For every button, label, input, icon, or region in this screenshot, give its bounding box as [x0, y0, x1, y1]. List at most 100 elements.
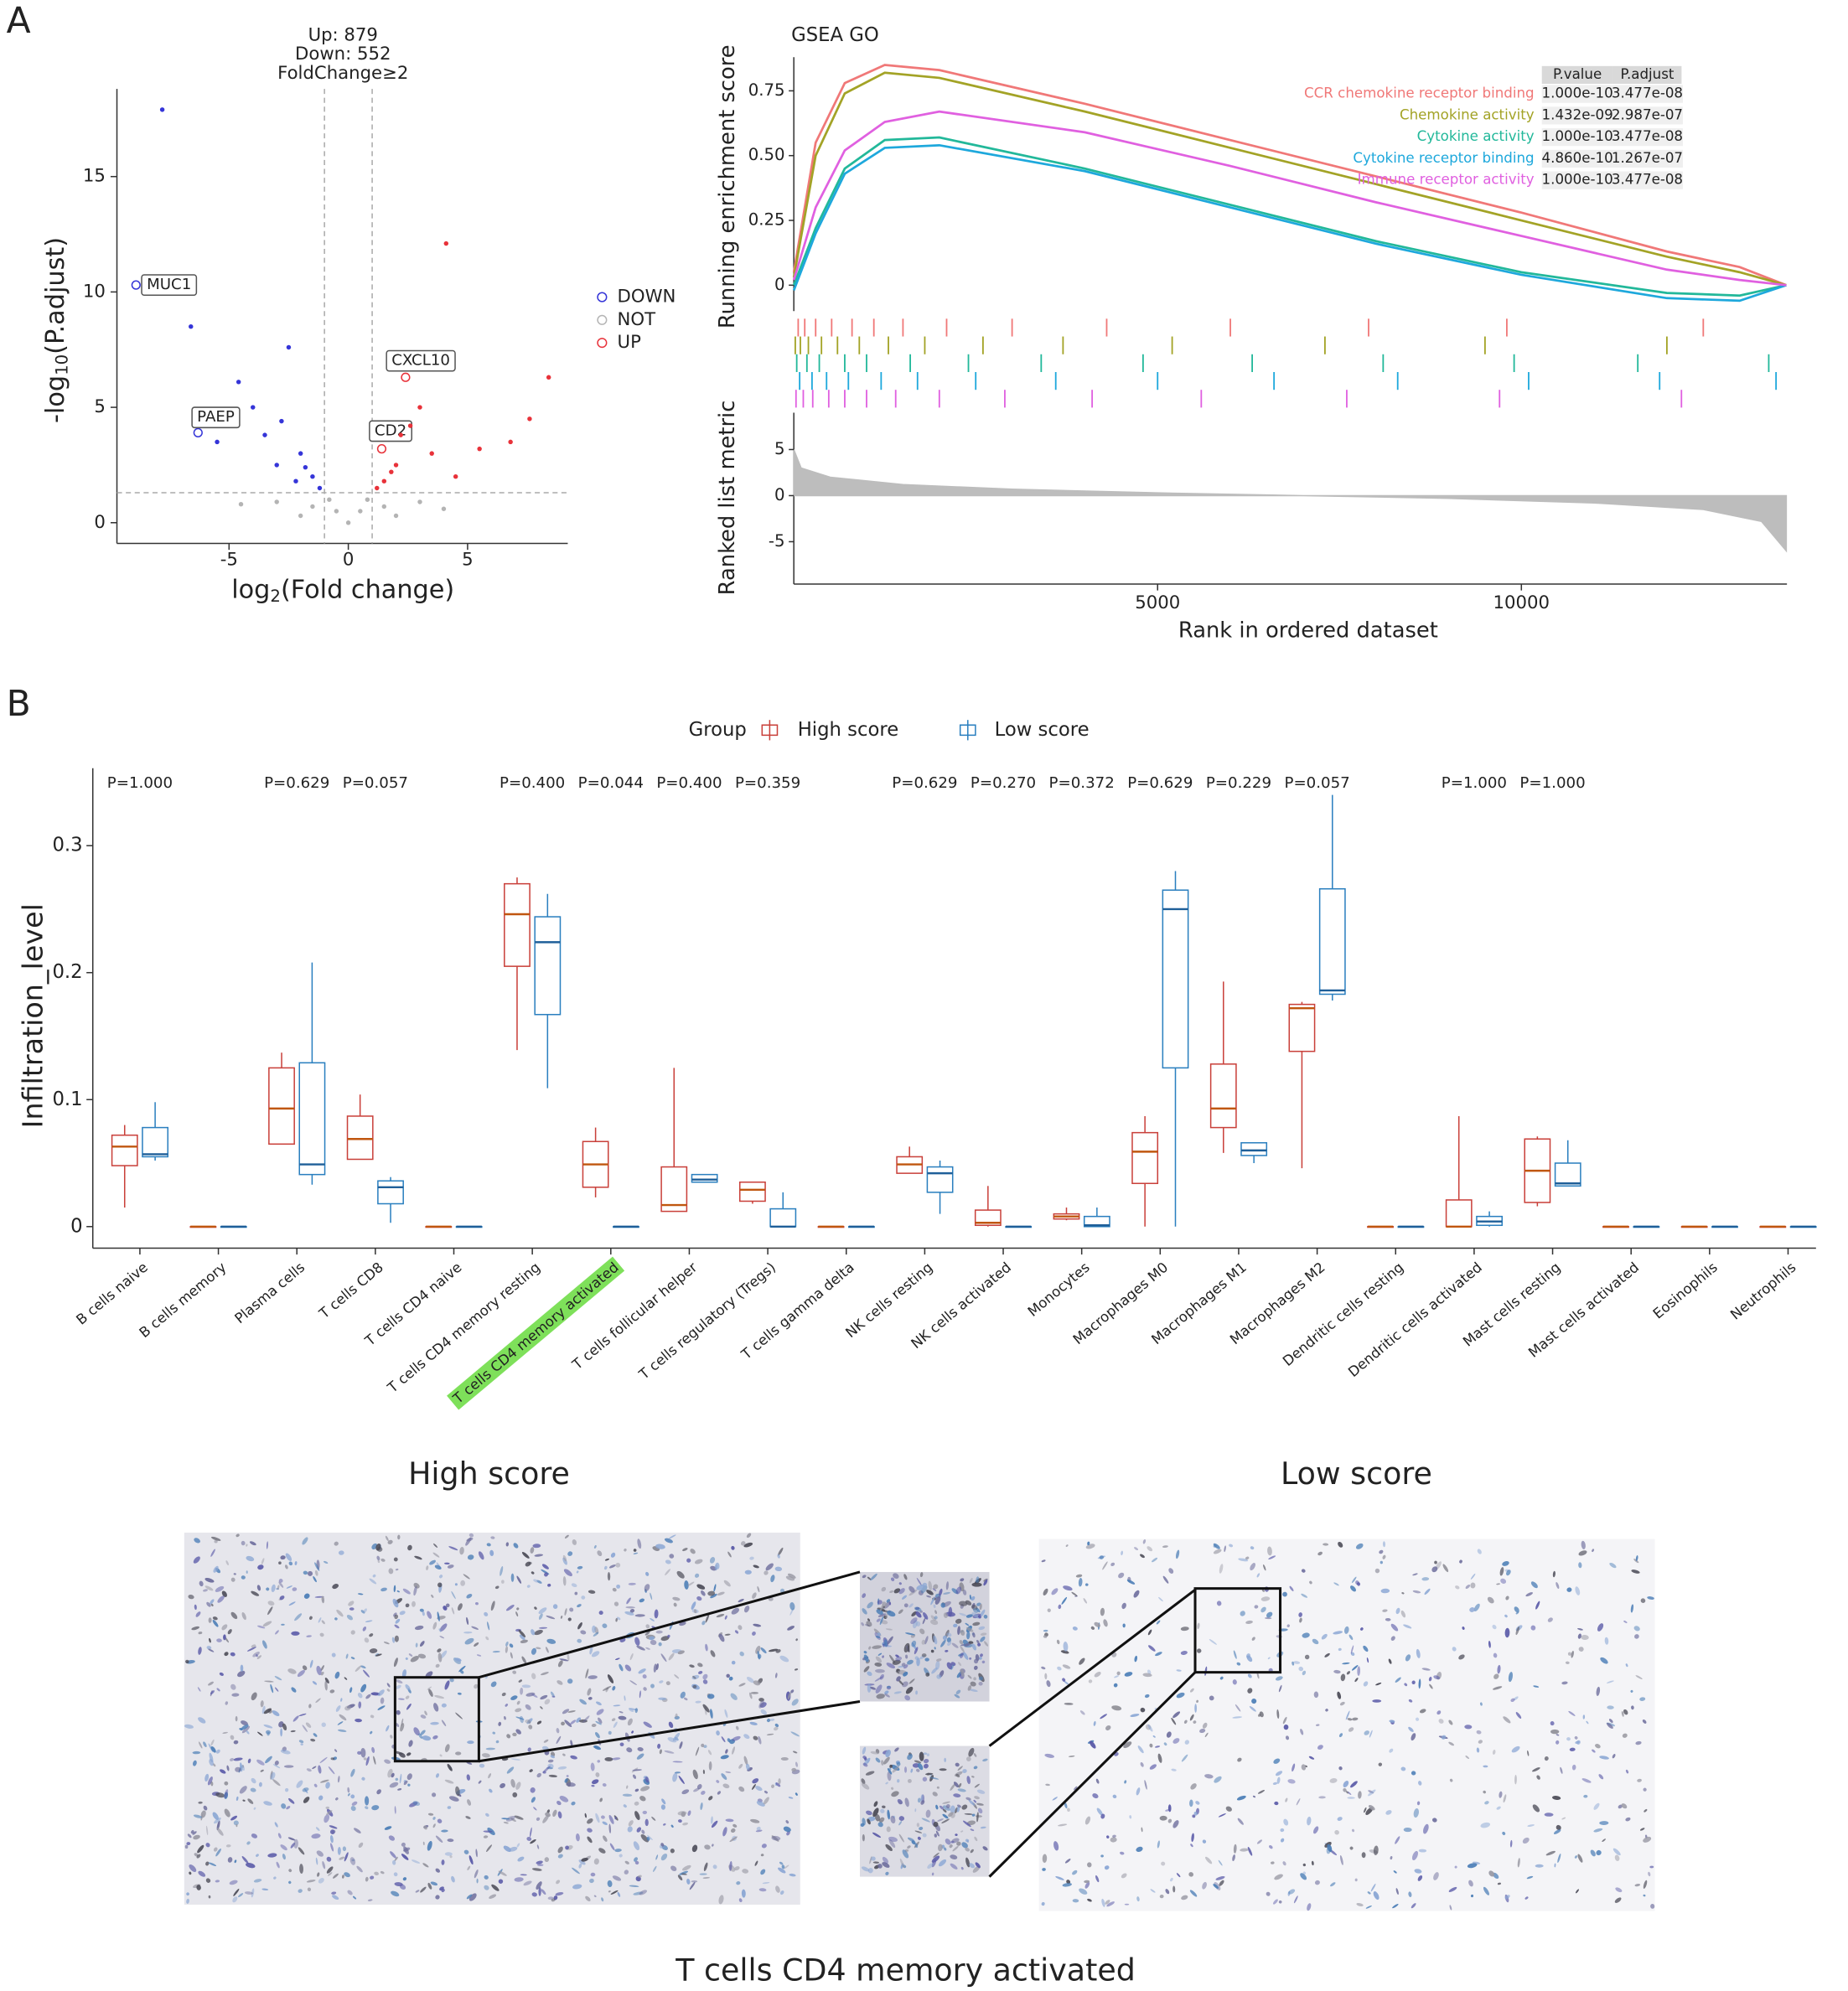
tissue-cell	[886, 1663, 896, 1669]
tissue-cell	[907, 1754, 913, 1761]
tissue-cell	[439, 1754, 443, 1757]
tissue-cell	[1634, 1884, 1641, 1887]
tissue-cell	[926, 1590, 934, 1595]
tissue-cell	[686, 1558, 691, 1563]
tissue-cell	[883, 1756, 890, 1765]
tissue-cell	[1465, 1585, 1471, 1590]
point	[334, 509, 339, 514]
tissue-cell	[1404, 1683, 1408, 1687]
tissue-cell	[1118, 1572, 1125, 1579]
x-tick-label: T cells CD4 memory activated	[449, 1259, 621, 1408]
tissue-cell	[332, 1895, 339, 1900]
tissue-cell	[189, 1871, 192, 1875]
tissue-cell	[667, 1634, 670, 1638]
tissue-cell	[467, 1865, 471, 1870]
tissue-cell	[246, 1647, 256, 1652]
tissue-cell	[1149, 1764, 1157, 1770]
tissue-cell	[292, 1715, 299, 1722]
tissue-cell	[617, 1891, 621, 1897]
tissue-cell	[344, 1852, 349, 1862]
tissue-cell	[1170, 1877, 1173, 1882]
tissue-cell	[770, 1575, 775, 1583]
tissue-cell	[758, 1654, 762, 1659]
tissue-cell	[895, 1654, 899, 1657]
tissue-cell	[1189, 1890, 1198, 1897]
tissue-cell	[679, 1741, 683, 1750]
tissue-cell	[1350, 1652, 1355, 1656]
tissue-cell	[250, 1787, 256, 1792]
tissue-cell	[363, 1608, 367, 1613]
tissue-cell	[397, 1534, 401, 1540]
tissue-cell	[655, 1663, 659, 1671]
table-cell: 1.000e-10	[1542, 128, 1613, 144]
tissue-cell	[870, 1751, 879, 1755]
tissue-cell	[215, 1880, 220, 1883]
tissue-cell	[965, 1756, 971, 1762]
tissue-cell	[981, 1660, 986, 1664]
tissue-cell	[1608, 1719, 1613, 1723]
tissue-cell	[885, 1871, 889, 1875]
tissue-cell	[612, 1875, 622, 1881]
tissue-cell	[1368, 1790, 1374, 1794]
tissue-cell	[332, 1873, 339, 1879]
tissue-cell	[1552, 1796, 1561, 1801]
tissue-cell	[406, 1773, 412, 1781]
tissue-cell	[401, 1854, 409, 1860]
tissue-cell	[193, 1760, 197, 1766]
tissue-cell	[307, 1887, 312, 1892]
tissue-cell	[270, 1771, 276, 1780]
tissue-cell	[312, 1766, 317, 1770]
tissue-cell	[328, 1872, 333, 1876]
tissue-cell	[955, 1762, 960, 1767]
point	[393, 513, 399, 519]
tissue-cell	[1184, 1740, 1190, 1745]
tissue-cell	[455, 1751, 462, 1756]
tissue-cell	[318, 1765, 322, 1774]
tissue-cell	[468, 1533, 474, 1538]
tissue-cell	[595, 1813, 600, 1823]
tissue-cell	[1058, 1604, 1062, 1610]
tissue-cell	[430, 1721, 439, 1725]
tissue-cell	[883, 1606, 885, 1609]
tissue-cell	[1245, 1556, 1250, 1560]
tissue-cell	[557, 1846, 563, 1854]
tissue-cell	[681, 1811, 686, 1818]
y-axis-label: Running enrichment score	[715, 44, 740, 328]
tissue-cell	[1364, 1807, 1367, 1813]
tissue-cell	[564, 1778, 568, 1783]
tissue-cell	[513, 1543, 519, 1549]
tissue-cell	[1621, 1803, 1628, 1809]
tissue-cell	[1089, 1740, 1096, 1749]
tissue-cell	[548, 1774, 558, 1778]
tissue-cell	[533, 1579, 539, 1583]
tissue-cell	[673, 1602, 677, 1607]
x-tick-label: 10000	[1493, 592, 1550, 613]
tissue-cell	[1438, 1719, 1444, 1724]
tissue-cell	[1285, 1735, 1290, 1740]
tissue-cell	[949, 1844, 953, 1849]
tissue-cell	[294, 1561, 298, 1565]
tissue-cell	[288, 1880, 292, 1885]
tissue-cell	[405, 1603, 410, 1608]
tissue-cell	[1249, 1705, 1256, 1712]
tissue-cell	[758, 1888, 767, 1892]
tissue-cell	[655, 1630, 663, 1634]
tissue-cell	[624, 1664, 632, 1672]
tissue-cell	[1382, 1554, 1386, 1559]
tissue-cell	[920, 1800, 925, 1805]
tissue-cell	[877, 1632, 882, 1637]
point	[398, 432, 403, 437]
tissue-cell	[692, 1675, 696, 1679]
tissue-cell	[746, 1676, 754, 1683]
tissue-cell	[601, 1815, 605, 1819]
tissue-cell	[971, 1643, 976, 1651]
tissue-cell	[1614, 1854, 1620, 1861]
tissue-cell	[377, 1559, 380, 1564]
tissue-cell	[701, 1743, 705, 1748]
p-value: P=0.359	[735, 774, 800, 792]
tissue-cell	[1100, 1813, 1105, 1819]
tissue-cell	[1282, 1861, 1286, 1866]
point	[317, 485, 323, 491]
tissue-cell	[939, 1768, 947, 1771]
table-cell: 1.000e-10	[1542, 172, 1613, 188]
